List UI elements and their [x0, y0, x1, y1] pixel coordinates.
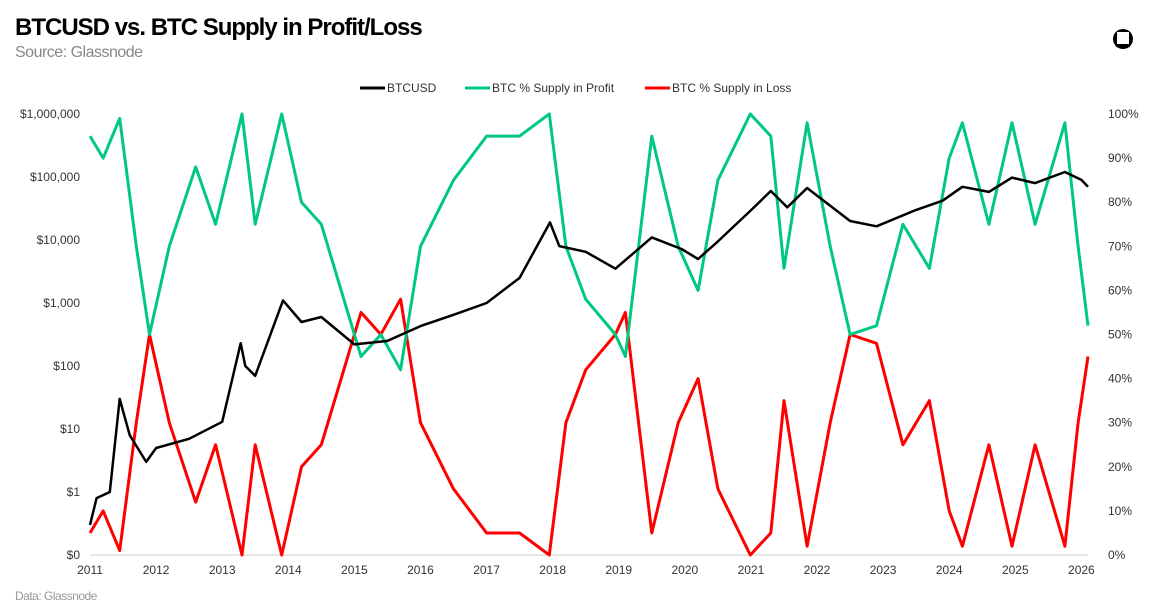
y-left-tick-label: $10,000: [37, 233, 81, 247]
y-right-tick-label: 10%: [1108, 504, 1132, 518]
y-left-tick-label: $1: [67, 485, 81, 499]
y-right-tick-label: 40%: [1108, 372, 1132, 386]
y-right-tick-label: 30%: [1108, 416, 1132, 430]
y-left-tick-label: $100: [53, 359, 80, 373]
y-left-tick-label: $10: [60, 422, 80, 436]
y-left-tick-label: $0: [67, 548, 81, 562]
x-tick-label: 2024: [936, 563, 963, 577]
y-left-tick-label: $1,000: [43, 296, 80, 310]
x-tick-label: 2023: [870, 563, 897, 577]
brand-logo-icon: [1113, 29, 1133, 49]
x-tick-label: 2017: [473, 563, 500, 577]
y-right-tick-label: 80%: [1108, 195, 1132, 209]
y-right-tick-label: 70%: [1108, 239, 1132, 253]
x-tick-label: 2016: [407, 563, 434, 577]
y-right-tick-label: 90%: [1108, 151, 1132, 165]
chart-subtitle: Source: Glassnode: [15, 44, 143, 61]
chart-title: BTCUSD vs. BTC Supply in Profit/Loss: [15, 14, 423, 41]
x-tick-label: 2015: [341, 563, 368, 577]
x-tick-label: 2011: [77, 563, 103, 577]
y-right-tick-label: 50%: [1108, 328, 1132, 342]
legend-label: BTCUSD: [387, 81, 437, 95]
y-left-tick-label: $1,000,000: [20, 107, 80, 121]
series-line-2: [88, 297, 1090, 557]
series-line-0: [88, 170, 1089, 526]
x-tick-label: 2025: [1002, 563, 1029, 577]
x-tick-label: 2013: [209, 563, 236, 577]
x-tick-label: 2021: [738, 563, 765, 577]
y-right-tick-label: 20%: [1108, 460, 1132, 474]
y-right-tick-label: 60%: [1108, 283, 1132, 297]
y-left-tick-label: $100,000: [30, 170, 80, 184]
x-tick-label: 2020: [671, 563, 698, 577]
x-tick-label: 2012: [143, 563, 170, 577]
legend-label: BTC % Supply in Loss: [672, 81, 791, 95]
data-source-footer: Data: Glassnode: [15, 589, 97, 603]
x-tick-label: 2018: [539, 563, 566, 577]
x-tick-label: 2026: [1068, 563, 1095, 577]
x-tick-label: 2014: [275, 563, 302, 577]
series-line-1: [88, 112, 1090, 372]
legend-label: BTC % Supply in Profit: [492, 81, 615, 95]
x-tick-label: 2022: [804, 563, 831, 577]
x-tick-label: 2019: [605, 563, 632, 577]
y-right-tick-label: 0%: [1108, 548, 1126, 562]
y-right-tick-label: 100%: [1108, 107, 1139, 121]
